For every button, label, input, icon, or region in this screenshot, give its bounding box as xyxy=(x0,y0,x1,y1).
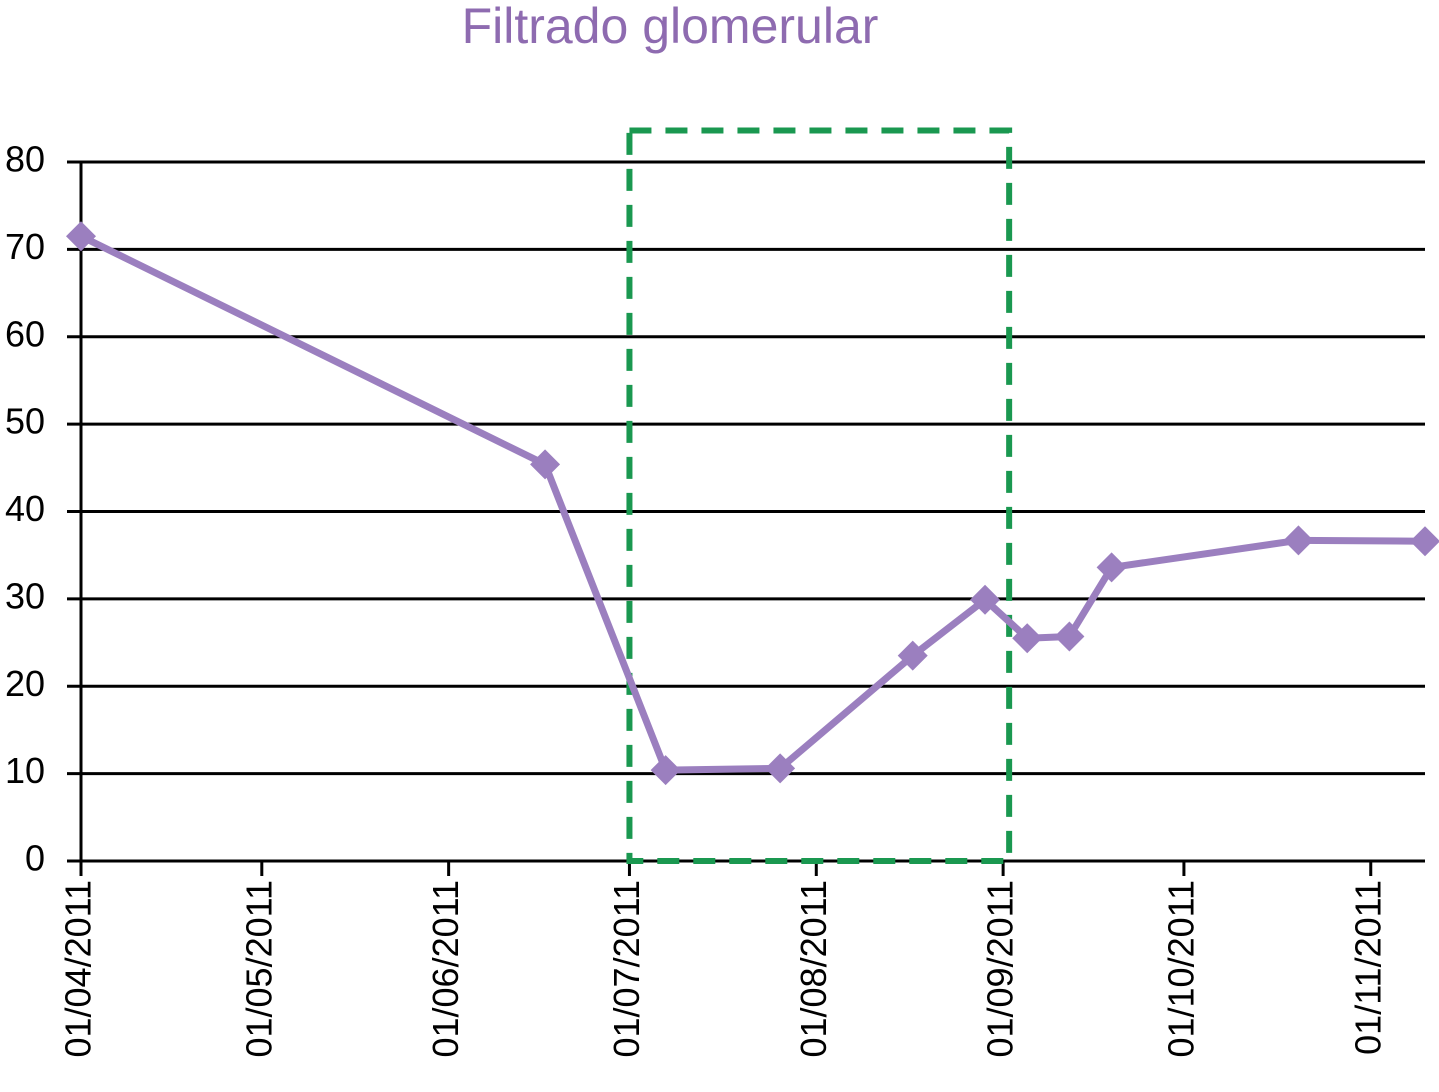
x-tick-label: 01/04/2011 xyxy=(58,880,99,1058)
y-tick-label: 10 xyxy=(5,750,45,791)
x-tick-label: 01/05/2011 xyxy=(238,880,279,1058)
y-tick-label: 70 xyxy=(5,226,45,267)
data-point xyxy=(1283,525,1314,556)
x-tick-label: 01/09/2011 xyxy=(980,880,1021,1058)
highlight-box xyxy=(626,127,1013,865)
y-tick-label: 60 xyxy=(5,313,45,354)
data-point xyxy=(1054,621,1085,652)
x-tick-label: 01/07/2011 xyxy=(606,880,647,1058)
data-point xyxy=(897,640,928,671)
x-tick-label: 01/06/2011 xyxy=(425,880,466,1058)
chart-title: Filtrado glomerular xyxy=(462,0,879,54)
x-tick-label: 01/10/2011 xyxy=(1160,880,1201,1058)
data-point xyxy=(1410,526,1439,557)
data-point xyxy=(970,584,1001,615)
data-point xyxy=(1012,623,1043,654)
y-tick-label: 40 xyxy=(5,488,45,529)
y-tick-label: 80 xyxy=(5,139,45,180)
data-point xyxy=(650,755,681,786)
data-point xyxy=(1096,552,1127,583)
x-tick-label: 01/11/2011 xyxy=(1347,880,1388,1055)
y-tick-label: 0 xyxy=(25,838,45,879)
y-tick-label: 20 xyxy=(5,663,45,704)
y-tick-label: 30 xyxy=(5,575,45,616)
data-line xyxy=(79,233,1426,774)
data-point xyxy=(530,449,561,480)
data-point xyxy=(66,221,96,252)
data-point xyxy=(765,753,796,784)
y-tick-label: 50 xyxy=(5,401,45,442)
x-tick-label: 01/08/2011 xyxy=(793,880,834,1058)
